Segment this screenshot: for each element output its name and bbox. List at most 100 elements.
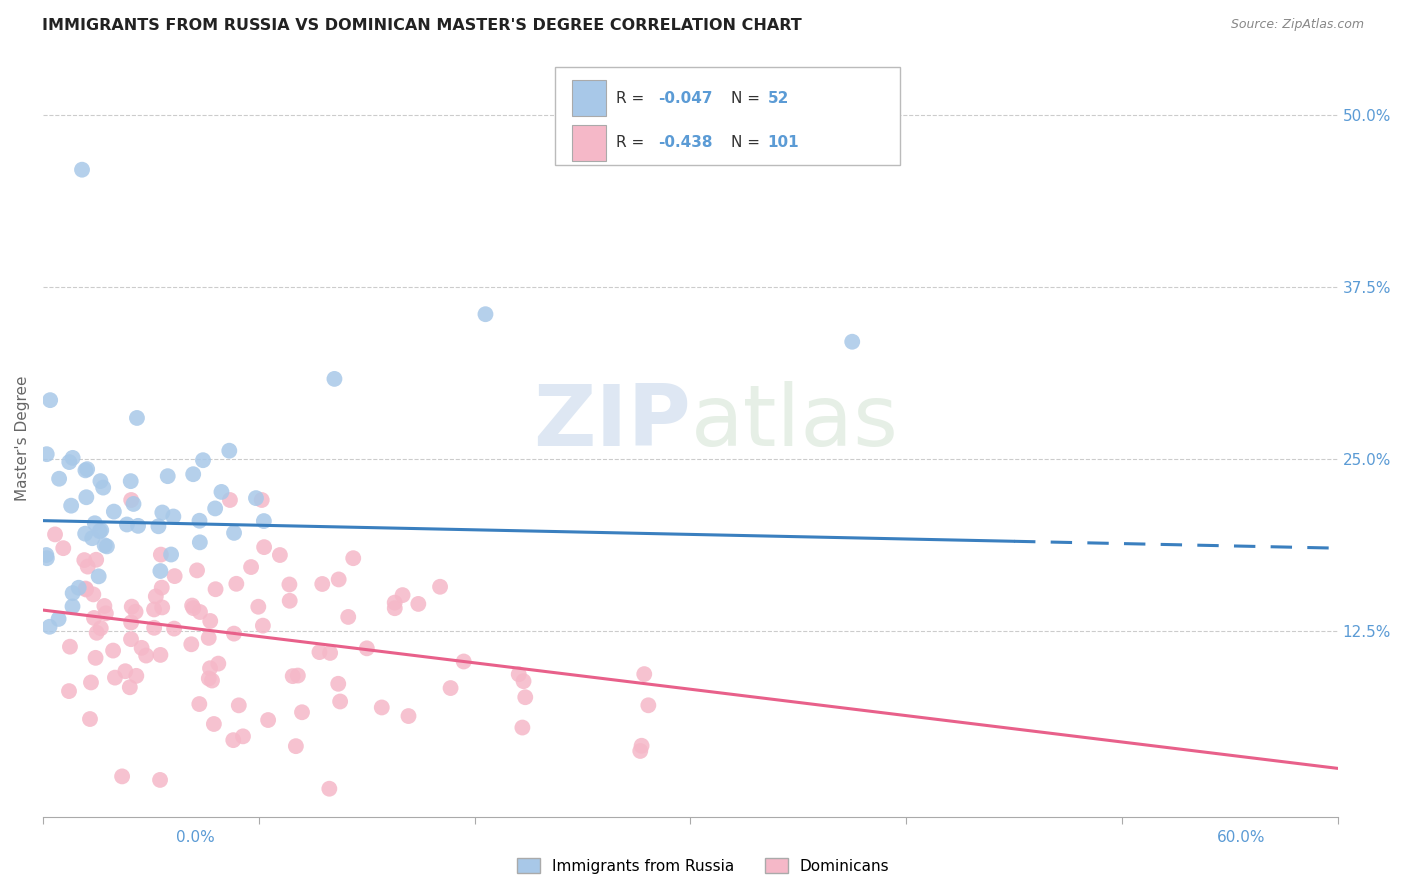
Point bbox=[149, 548, 172, 562]
Point bbox=[225, 576, 247, 591]
Point bbox=[38, 620, 60, 634]
Point bbox=[150, 600, 173, 615]
Point bbox=[247, 599, 270, 614]
Point bbox=[201, 673, 224, 688]
Point bbox=[62, 586, 84, 600]
Point bbox=[329, 694, 352, 708]
Point bbox=[252, 618, 274, 632]
Point bbox=[181, 599, 204, 613]
Point bbox=[94, 607, 117, 621]
Point bbox=[150, 506, 173, 520]
Point bbox=[323, 372, 346, 386]
Point bbox=[384, 601, 406, 615]
Point bbox=[125, 669, 148, 683]
Point bbox=[44, 527, 66, 541]
Point bbox=[67, 581, 90, 595]
Point bbox=[328, 573, 350, 587]
Point bbox=[204, 582, 226, 597]
Point bbox=[143, 602, 166, 616]
Point bbox=[245, 491, 267, 505]
Point bbox=[93, 599, 115, 613]
Point bbox=[73, 553, 96, 567]
Point bbox=[131, 640, 153, 655]
Point bbox=[408, 597, 430, 611]
Point bbox=[35, 548, 58, 562]
Point bbox=[318, 781, 340, 796]
Point bbox=[90, 523, 112, 537]
Point bbox=[211, 484, 233, 499]
Point bbox=[82, 587, 104, 601]
Point bbox=[120, 632, 142, 647]
Point bbox=[76, 462, 98, 476]
Point bbox=[148, 519, 170, 533]
Text: 52: 52 bbox=[768, 91, 789, 105]
Point bbox=[328, 677, 350, 691]
Point bbox=[60, 499, 83, 513]
Point bbox=[84, 553, 107, 567]
Point bbox=[384, 596, 406, 610]
Point bbox=[633, 667, 655, 681]
Point bbox=[79, 712, 101, 726]
Point bbox=[124, 605, 146, 619]
Point bbox=[257, 713, 280, 727]
Point bbox=[70, 162, 93, 177]
Point bbox=[89, 524, 111, 539]
Point bbox=[188, 697, 211, 711]
Point bbox=[75, 526, 97, 541]
Point bbox=[91, 481, 114, 495]
Point bbox=[398, 709, 420, 723]
Point bbox=[111, 769, 134, 783]
Point bbox=[228, 698, 250, 713]
Point bbox=[127, 519, 149, 533]
Point bbox=[429, 580, 451, 594]
Point bbox=[150, 581, 173, 595]
Point bbox=[135, 648, 157, 663]
Point bbox=[75, 463, 97, 477]
Point bbox=[96, 540, 118, 554]
Point bbox=[163, 569, 186, 583]
Legend: Immigrants from Russia, Dominicans: Immigrants from Russia, Dominicans bbox=[510, 852, 896, 880]
Point bbox=[35, 551, 58, 566]
Point bbox=[453, 655, 475, 669]
Point bbox=[250, 493, 273, 508]
Point bbox=[207, 657, 229, 671]
Point bbox=[337, 610, 360, 624]
Point bbox=[308, 645, 330, 659]
Point bbox=[90, 621, 112, 635]
Point bbox=[222, 525, 245, 540]
Point bbox=[284, 739, 307, 754]
Point bbox=[180, 637, 202, 651]
Point bbox=[219, 493, 242, 508]
Point bbox=[149, 648, 172, 662]
Point bbox=[311, 577, 333, 591]
Point bbox=[156, 469, 179, 483]
Point bbox=[188, 514, 211, 528]
Point bbox=[637, 698, 659, 713]
Point bbox=[204, 501, 226, 516]
Point bbox=[87, 569, 110, 583]
Text: -0.438: -0.438 bbox=[658, 136, 713, 150]
Point bbox=[58, 684, 80, 698]
Point bbox=[287, 668, 309, 682]
Point bbox=[198, 661, 221, 675]
Point bbox=[114, 664, 136, 678]
Point bbox=[75, 582, 97, 597]
Point bbox=[253, 540, 276, 554]
Point bbox=[222, 626, 245, 640]
Point bbox=[281, 669, 304, 683]
Point bbox=[75, 582, 97, 596]
Point bbox=[222, 733, 245, 747]
Point bbox=[101, 643, 124, 657]
Point bbox=[160, 548, 183, 562]
Point bbox=[84, 650, 107, 665]
Text: -0.047: -0.047 bbox=[658, 91, 713, 105]
Text: ZIP: ZIP bbox=[533, 382, 690, 465]
Point bbox=[319, 646, 342, 660]
Point bbox=[118, 680, 141, 694]
Point bbox=[197, 672, 219, 686]
Point bbox=[356, 641, 378, 656]
Point bbox=[120, 493, 142, 508]
Point bbox=[512, 674, 534, 689]
Point bbox=[508, 667, 530, 681]
Y-axis label: Master's Degree: Master's Degree bbox=[15, 376, 30, 500]
